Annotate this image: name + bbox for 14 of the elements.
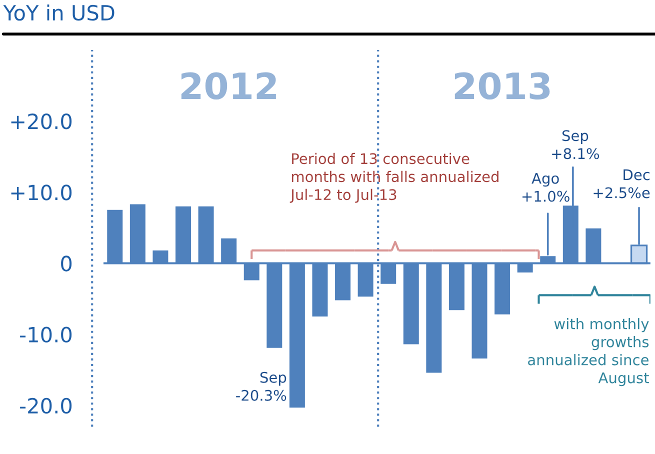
y-tick-label: +20.0: [11, 113, 72, 130]
y-tick-label: 0: [61, 256, 72, 272]
y-tick-label: -20.0: [20, 398, 72, 414]
annotation: Period of 13 consecutive months with falls annualized Jul-12 to Jul-13: [290, 152, 498, 203]
annotation: Sep -20.3%: [236, 372, 286, 401]
annotation: Dec +2.5%e: [594, 169, 650, 198]
annotation: 2012: [181, 72, 276, 100]
y-tick-label: -10.0: [20, 326, 72, 343]
annotation: Sep +8.1%: [552, 130, 600, 160]
annotation: Ago +1.0%: [522, 172, 570, 202]
chart-title: YoY in USD: [3, 4, 114, 21]
annotation: with monthly growths annualized since August: [528, 318, 649, 386]
y-tick-label: +10.0: [11, 184, 72, 200]
annotation: 2013: [454, 72, 550, 100]
